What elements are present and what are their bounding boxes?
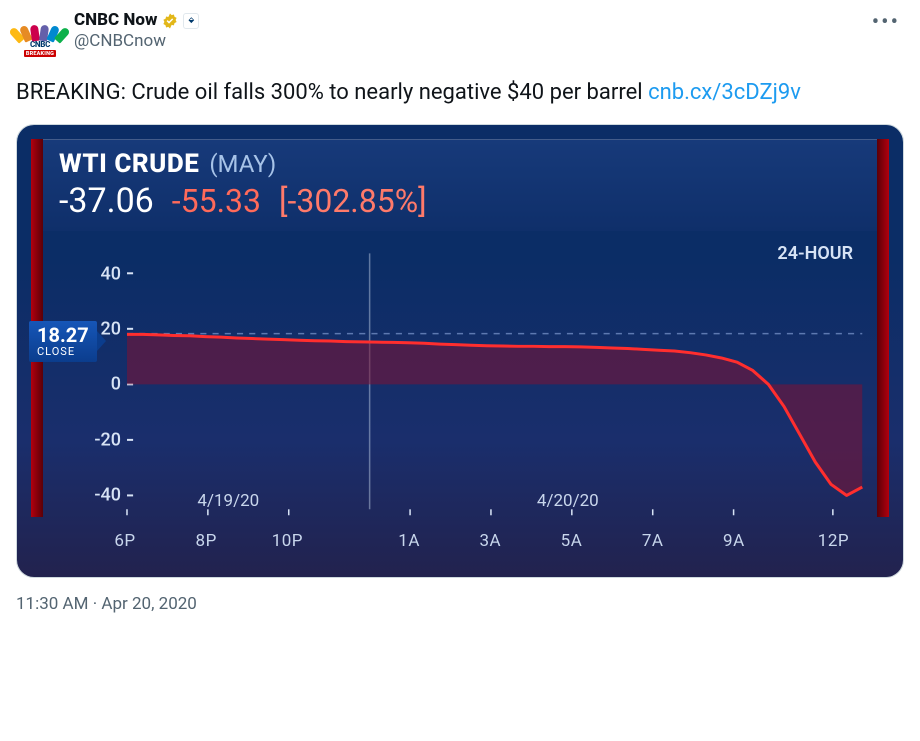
close-value: 18.27 bbox=[37, 324, 89, 346]
chart-ticker: WTI CRUDE bbox=[59, 149, 199, 179]
tweet-container: CNBC BREAKING CNBC Now ⬙ @CNBCnow ••• BR… bbox=[16, 10, 904, 614]
close-label: CLOSE bbox=[37, 346, 89, 358]
x-tick-label: 8P bbox=[196, 531, 217, 551]
x-dates: 4/19/20 4/20/20 bbox=[125, 491, 863, 511]
y-tick: 40 bbox=[101, 263, 121, 284]
y-tick: 20 bbox=[101, 318, 121, 339]
tweet-text-content: BREAKING: Crude oil falls 300% to nearly… bbox=[16, 80, 643, 105]
media-card[interactable]: WTI CRUDE (MAY) -37.06 -55.33 [-302.85%]… bbox=[16, 124, 904, 578]
avatar-logo-sub: BREAKING bbox=[24, 50, 56, 57]
x-date-label: 4/19/20 bbox=[197, 491, 259, 511]
tweet-text: BREAKING: Crude oil falls 300% to nearly… bbox=[16, 78, 904, 108]
header-text: CNBC Now ⬙ @CNBCnow bbox=[74, 10, 199, 53]
handle[interactable]: @CNBCnow bbox=[74, 31, 199, 52]
x-tick-label: 5A bbox=[561, 531, 583, 551]
display-name[interactable]: CNBC Now bbox=[74, 10, 157, 31]
tweet-date[interactable]: Apr 20, 2020 bbox=[101, 594, 197, 614]
chart-bg: WTI CRUDE (MAY) -37.06 -55.33 [-302.85%]… bbox=[17, 125, 903, 577]
more-menu-icon[interactable]: ••• bbox=[872, 10, 904, 35]
verified-badge-icon bbox=[161, 12, 179, 30]
y-tick: 0 bbox=[111, 374, 121, 395]
tweet-meta: 11:30 AM · Apr 20, 2020 bbox=[16, 594, 904, 614]
x-ticks: 6P8P10P1A3A5A7A9A12P2P bbox=[125, 531, 863, 553]
chart-change: -55.33 bbox=[172, 182, 261, 220]
tweet-header: CNBC BREAKING CNBC Now ⬙ @CNBCnow ••• bbox=[16, 10, 904, 58]
x-date-label: 4/20/20 bbox=[537, 491, 599, 511]
x-tick-label: 3A bbox=[479, 531, 501, 551]
chart-title-bar: WTI CRUDE (MAY) -37.06 -55.33 [-302.85%] bbox=[43, 139, 877, 231]
chart-period-label: 24-HOUR bbox=[777, 243, 853, 264]
x-tick-label: 6P bbox=[114, 531, 135, 551]
x-tick-label: 1A bbox=[398, 531, 420, 551]
x-tick-label: 7A bbox=[642, 531, 664, 551]
chart-pct-change: [-302.85%] bbox=[279, 182, 427, 220]
chart-last-price: -37.06 bbox=[59, 181, 154, 221]
meta-sep: · bbox=[88, 594, 101, 614]
x-tick-label: 9A bbox=[723, 531, 745, 551]
avatar-logo-text: CNBC bbox=[30, 41, 50, 49]
y-axis: 40 20 0 -20 -40 bbox=[85, 260, 121, 509]
y-tick: -20 bbox=[94, 429, 121, 450]
x-axis: 4/19/204/20/20 6P8P10P1A3A5A7A9A12P2P bbox=[125, 513, 863, 553]
org-square-icon: ⬙ bbox=[183, 13, 199, 29]
account-avatar[interactable]: CNBC BREAKING bbox=[16, 10, 64, 58]
tweet-time[interactable]: 11:30 AM bbox=[16, 594, 88, 614]
x-tick-label: 10P bbox=[272, 531, 303, 551]
y-tick: -40 bbox=[94, 484, 121, 505]
x-tick-label: 12P bbox=[818, 531, 849, 551]
chart-ticker-sub: (MAY) bbox=[209, 150, 276, 178]
nbc-peacock-icon bbox=[18, 11, 62, 41]
tweet-link[interactable]: cnb.cx/3cDZj9v bbox=[648, 80, 801, 105]
